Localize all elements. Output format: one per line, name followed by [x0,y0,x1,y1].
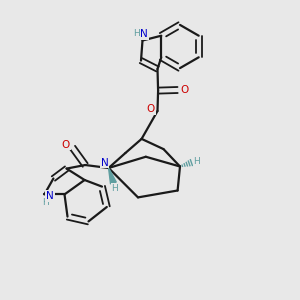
Text: H: H [194,157,200,166]
Text: O: O [147,104,155,115]
Text: O: O [62,140,70,150]
Polygon shape [109,168,116,184]
Text: H: H [42,198,49,207]
Text: O: O [180,85,188,95]
Text: H: H [112,184,118,193]
Text: N: N [46,191,54,201]
Text: N: N [140,29,148,39]
Text: N: N [100,158,108,168]
Text: H: H [133,29,140,38]
